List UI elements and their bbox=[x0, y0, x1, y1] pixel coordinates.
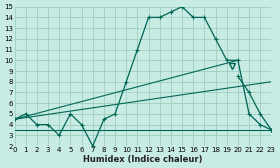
X-axis label: Humidex (Indice chaleur): Humidex (Indice chaleur) bbox=[83, 155, 203, 164]
